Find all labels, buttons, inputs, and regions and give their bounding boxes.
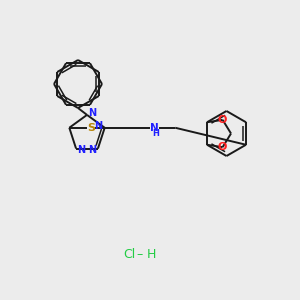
Text: O: O	[218, 142, 227, 152]
Text: N: N	[94, 121, 102, 131]
Text: N: N	[150, 123, 159, 133]
Text: N: N	[88, 108, 97, 118]
Text: S: S	[87, 123, 95, 133]
Text: Cl: Cl	[123, 248, 135, 262]
Text: H: H	[147, 248, 156, 262]
Text: –: –	[136, 248, 142, 262]
Text: O: O	[218, 115, 227, 125]
Text: N: N	[88, 145, 97, 155]
Text: N: N	[77, 145, 86, 155]
Text: H: H	[152, 129, 159, 138]
